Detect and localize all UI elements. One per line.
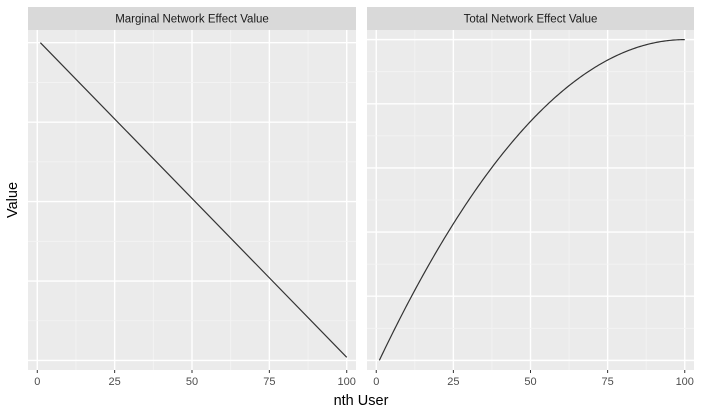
facet-strip xyxy=(367,7,694,30)
x-tick-label: 75 xyxy=(263,376,275,388)
x-tick-label: 25 xyxy=(447,376,459,388)
x-tick-label: 100 xyxy=(676,376,694,388)
y-axis-title: Value xyxy=(5,182,21,218)
x-tick-label: 75 xyxy=(601,376,613,388)
panel-2: Total Network Effect Value 0 25 50 75 100 xyxy=(367,7,694,388)
facet-title: Marginal Network Effect Value xyxy=(115,14,269,26)
panel-1: Marginal Network Effect Value 0 25 50 75 100 xyxy=(28,7,356,388)
x-tick-label: 0 xyxy=(373,376,379,388)
series-line-1 xyxy=(39,42,348,358)
x-tick-label: 50 xyxy=(524,376,536,388)
facet-strip xyxy=(28,7,356,30)
x-tick-label: 25 xyxy=(109,376,121,388)
x-tick-label: 50 xyxy=(186,376,198,388)
facet-title: Total Network Effect Value xyxy=(464,14,598,26)
x-axis-title: nth User xyxy=(334,393,389,409)
series-line-1 xyxy=(378,39,685,361)
x-tick-label: 0 xyxy=(34,376,40,388)
x-tick-label: 100 xyxy=(338,376,356,388)
